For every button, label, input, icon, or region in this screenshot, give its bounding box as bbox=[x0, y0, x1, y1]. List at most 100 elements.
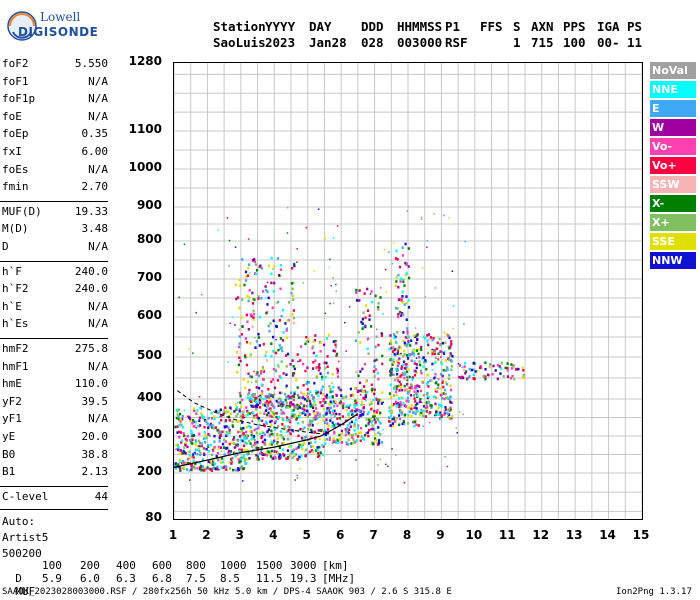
echo-point bbox=[336, 371, 339, 375]
x-tick-label: 9 bbox=[436, 528, 445, 542]
echo-point bbox=[313, 430, 316, 434]
x-tick-label: 3 bbox=[235, 528, 245, 542]
echo-point bbox=[340, 429, 343, 433]
echo-point bbox=[370, 427, 373, 431]
echo-point bbox=[219, 430, 222, 434]
echo-point bbox=[440, 362, 443, 366]
echo-point bbox=[443, 410, 446, 413]
echo-point bbox=[326, 431, 330, 435]
echo-point bbox=[419, 369, 423, 373]
echo-point bbox=[350, 394, 353, 397]
echo-point bbox=[472, 377, 475, 380]
echo-point bbox=[255, 373, 258, 376]
echo-point bbox=[304, 342, 307, 346]
echo-point bbox=[329, 402, 332, 406]
echo-point bbox=[373, 392, 376, 396]
echo-point bbox=[257, 458, 260, 461]
echo-point bbox=[268, 329, 271, 333]
echo-point bbox=[198, 396, 201, 398]
echo-point bbox=[296, 261, 298, 263]
echo-point bbox=[354, 403, 357, 407]
echo-point bbox=[391, 263, 394, 265]
echo-point bbox=[244, 437, 247, 440]
echo-point bbox=[379, 399, 382, 402]
echo-point bbox=[239, 359, 242, 363]
echo-point bbox=[410, 383, 413, 387]
echo-point bbox=[394, 390, 398, 394]
echo-point bbox=[340, 441, 343, 444]
echo-point bbox=[257, 417, 260, 420]
echo-point bbox=[244, 457, 247, 461]
param-row-b1: B1 2.13 bbox=[2, 465, 108, 482]
echo-point bbox=[336, 225, 339, 227]
echo-point bbox=[349, 425, 352, 428]
echo-point bbox=[398, 405, 401, 409]
echo-point bbox=[261, 457, 264, 460]
y-tick-label: 400 bbox=[136, 390, 162, 404]
echo-point bbox=[405, 272, 408, 275]
echo-point bbox=[234, 454, 237, 457]
echo-point bbox=[276, 257, 279, 260]
echo-point bbox=[278, 274, 281, 277]
echo-point bbox=[236, 444, 239, 448]
y-tick-label: 200 bbox=[136, 464, 162, 478]
echo-point bbox=[393, 348, 396, 352]
echo-point bbox=[406, 399, 409, 403]
echo-point bbox=[433, 376, 436, 380]
echo-point bbox=[431, 352, 434, 356]
echo-point bbox=[375, 439, 378, 442]
echo-point bbox=[335, 283, 337, 286]
echo-point bbox=[446, 412, 449, 415]
echo-point bbox=[315, 449, 318, 452]
echo-point bbox=[214, 426, 217, 429]
echo-point bbox=[410, 339, 413, 342]
echo-point bbox=[372, 398, 375, 402]
echo-point bbox=[190, 468, 193, 471]
echo-point bbox=[393, 378, 396, 382]
echo-point bbox=[400, 365, 404, 368]
echo-point bbox=[324, 312, 327, 315]
echo-point bbox=[379, 411, 382, 415]
echo-point bbox=[219, 408, 222, 412]
echo-point bbox=[310, 449, 313, 452]
echo-point bbox=[308, 424, 311, 428]
echo-point bbox=[402, 313, 405, 316]
echo-point bbox=[357, 374, 360, 378]
echo-point bbox=[228, 239, 231, 242]
echo-point bbox=[272, 268, 274, 270]
echo-point bbox=[285, 406, 288, 409]
echo-point bbox=[452, 327, 454, 330]
echo-point bbox=[411, 376, 414, 379]
echo-point bbox=[240, 333, 243, 336]
echo-point bbox=[195, 427, 198, 429]
echo-point bbox=[421, 381, 423, 383]
echo-point bbox=[235, 406, 238, 409]
echo-point bbox=[423, 335, 426, 338]
echo-point bbox=[420, 346, 423, 349]
echo-point bbox=[312, 340, 315, 343]
echo-point bbox=[319, 341, 322, 345]
header-value-3: 028 bbox=[361, 35, 384, 50]
echo-point bbox=[318, 445, 321, 449]
echo-point bbox=[403, 422, 406, 426]
echo-point bbox=[293, 453, 296, 457]
x-tick-label: 12 bbox=[532, 528, 550, 542]
echo-point bbox=[261, 390, 264, 393]
echo-point bbox=[353, 403, 356, 407]
echo-point bbox=[300, 402, 303, 405]
echo-point bbox=[279, 287, 282, 291]
echo-point bbox=[285, 336, 288, 339]
echo-point bbox=[270, 380, 273, 384]
echo-point bbox=[441, 381, 444, 385]
echo-point bbox=[377, 401, 380, 404]
echo-point bbox=[285, 329, 288, 332]
echo-point bbox=[370, 401, 373, 404]
echo-point bbox=[238, 342, 241, 345]
echo-point bbox=[205, 447, 208, 451]
echo-point bbox=[227, 410, 230, 413]
echo-point bbox=[258, 374, 261, 377]
echo-point bbox=[281, 436, 284, 439]
echo-point bbox=[363, 434, 367, 437]
param-row-fof1p: foF1p N/A bbox=[2, 92, 108, 109]
param-value: 20.0 bbox=[81, 430, 109, 443]
